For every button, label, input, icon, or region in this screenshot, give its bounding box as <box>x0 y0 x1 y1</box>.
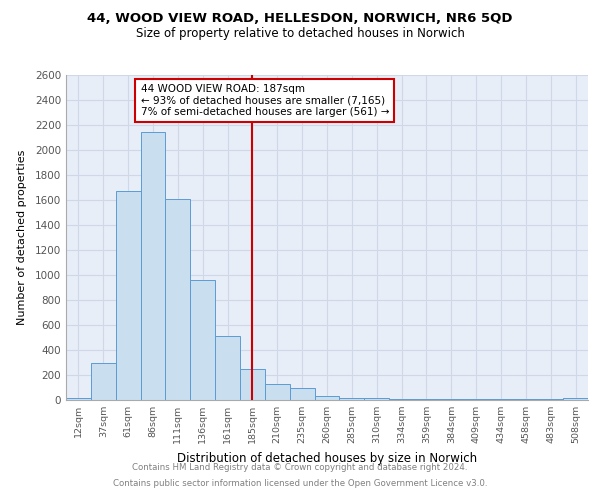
Bar <box>563 398 588 400</box>
Bar <box>91 363 116 400</box>
X-axis label: Distribution of detached houses by size in Norwich: Distribution of detached houses by size … <box>177 452 477 464</box>
Bar <box>116 191 140 400</box>
Bar <box>215 336 240 400</box>
Text: Contains public sector information licensed under the Open Government Licence v3: Contains public sector information licen… <box>113 478 487 488</box>
Bar <box>66 398 91 400</box>
Y-axis label: Number of detached properties: Number of detached properties <box>17 150 26 325</box>
Bar <box>190 280 215 400</box>
Text: 44, WOOD VIEW ROAD, HELLESDON, NORWICH, NR6 5QD: 44, WOOD VIEW ROAD, HELLESDON, NORWICH, … <box>87 12 513 26</box>
Bar <box>314 396 340 400</box>
Text: Contains HM Land Registry data © Crown copyright and database right 2024.: Contains HM Land Registry data © Crown c… <box>132 464 468 472</box>
Text: Size of property relative to detached houses in Norwich: Size of property relative to detached ho… <box>136 28 464 40</box>
Bar <box>340 398 364 400</box>
Bar <box>364 398 389 400</box>
Text: 44 WOOD VIEW ROAD: 187sqm
← 93% of detached houses are smaller (7,165)
7% of sem: 44 WOOD VIEW ROAD: 187sqm ← 93% of detac… <box>140 84 389 117</box>
Bar <box>290 388 314 400</box>
Bar <box>240 369 265 400</box>
Bar <box>166 198 190 400</box>
Bar <box>265 384 290 400</box>
Bar <box>140 132 166 400</box>
